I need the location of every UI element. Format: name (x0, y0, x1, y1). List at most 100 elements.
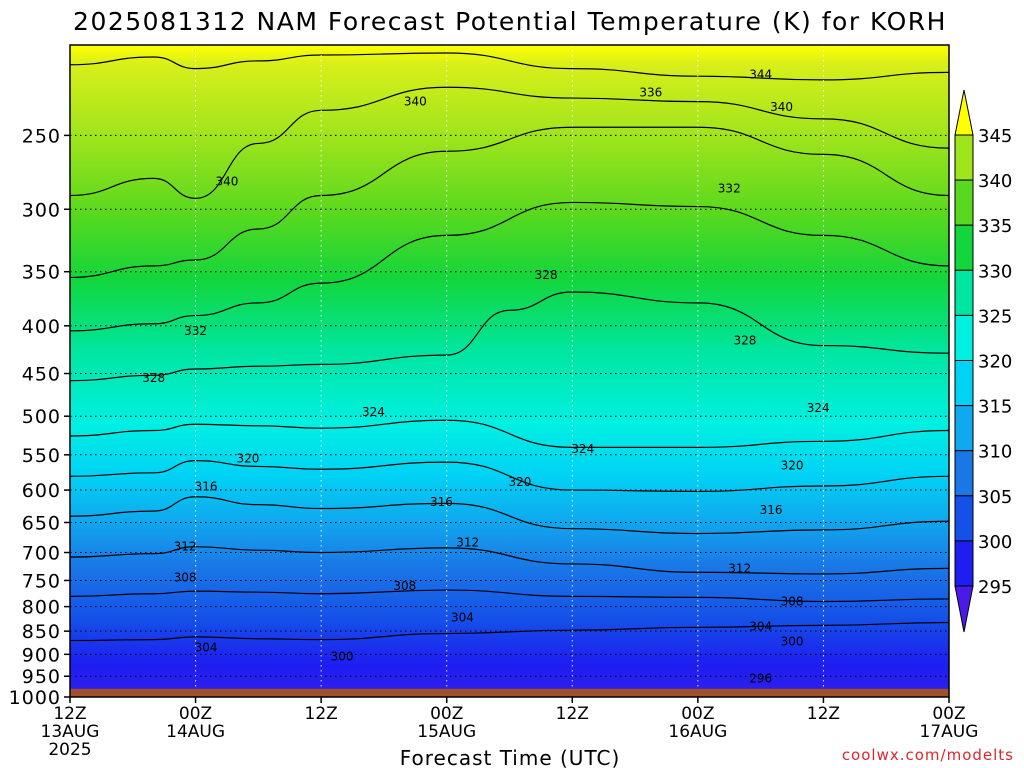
x-tick-label: 14AUG (166, 722, 225, 742)
contour-312 (70, 546, 949, 575)
contour-328 (70, 291, 949, 382)
contour-label: 328 (142, 371, 165, 385)
y-tick-label: 1000 (9, 687, 61, 709)
y-tick-label: 600 (22, 480, 61, 502)
contour-336 (70, 126, 949, 279)
colorbar-band (954, 405, 974, 452)
x-tick-label: 13AUG (41, 722, 100, 742)
y-tick-label: 900 (22, 644, 61, 666)
credit-text: coolwx.com/modelts (841, 746, 1014, 764)
contour-label: 324 (571, 442, 594, 456)
contour-label: 340 (770, 100, 793, 114)
contour-label: 332 (718, 181, 741, 195)
ground-surface (70, 688, 949, 697)
contour-label: 300 (331, 650, 354, 664)
contour-label: 320 (781, 459, 804, 473)
x-tick-label: 2025 (48, 740, 91, 760)
contour-label: 300 (781, 635, 804, 649)
colorbar-label: 315 (978, 397, 1012, 418)
y-tick-label: 850 (22, 621, 61, 643)
contour-label: 304 (451, 611, 474, 625)
y-tick-label: 300 (22, 199, 61, 221)
colorbar-band (954, 360, 974, 407)
colorbar-band (954, 450, 974, 497)
x-tick-label: 00Z (681, 704, 714, 724)
y-tick-label: 400 (22, 316, 61, 338)
colorbar-band (954, 224, 974, 271)
contour-label: 320 (509, 475, 532, 489)
y-tick-label: 450 (22, 364, 61, 386)
contour-label: 328 (535, 268, 558, 282)
contour-label: 340 (404, 95, 427, 109)
x-tick-label: 15AUG (417, 722, 476, 742)
colorbar-band (954, 540, 974, 587)
colorbar-label: 335 (978, 216, 1012, 237)
contour-label: 316 (430, 495, 453, 509)
y-tick-label: 700 (22, 543, 61, 565)
colorbar-band (954, 134, 974, 181)
y-tick-label: 650 (22, 512, 61, 534)
y-tick-label: 250 (22, 125, 61, 147)
y-tick-label: 750 (22, 570, 61, 592)
contour-label: 304 (195, 641, 218, 655)
x-tick-label: 12Z (807, 704, 840, 724)
contour-label: 324 (807, 401, 830, 415)
contour-label: 328 (733, 334, 756, 348)
contour-label: 308 (393, 579, 416, 593)
colorbar-label: 310 (978, 442, 1012, 463)
colorbar-band (954, 495, 974, 542)
plot-area: 304 304 304 300 300 296 308 308 308 312 312 312 316 3… (69, 44, 950, 698)
colorbar-label: 340 (978, 171, 1012, 192)
contour-label: 296 (749, 671, 772, 685)
x-tick-label: 00Z (179, 704, 212, 724)
chart-title: 2025081312 NAM Forecast Potential Temper… (73, 7, 947, 36)
contour-label: 308 (174, 571, 197, 585)
colorbar-band (954, 179, 974, 226)
contour-label: 340 (216, 174, 239, 188)
x-tick-label: 16AUG (668, 722, 727, 742)
colorbar-label: 320 (978, 352, 1012, 373)
contour-labels: 304 304 304 300 300 296 308 308 308 312 312 312 316 3… (142, 67, 829, 685)
colorbar-band (954, 269, 974, 316)
colorbar-label: 295 (978, 577, 1012, 598)
contour-label: 316 (760, 503, 783, 517)
contour-label: 312 (728, 561, 751, 575)
y-tick-label: 550 (22, 445, 61, 467)
colorbar-label: 305 (978, 487, 1012, 508)
contour-316 (70, 496, 949, 535)
y-tick-label: 500 (22, 406, 61, 428)
colorbar-label: 330 (978, 261, 1012, 282)
x-tick-label: 00Z (430, 704, 463, 724)
y-tick-label: 350 (22, 262, 61, 284)
colorbar-extend-top (954, 89, 974, 136)
x-tick-label: 00Z (932, 704, 965, 724)
y-tick-label: 950 (22, 666, 61, 688)
grid-lines (70, 45, 949, 697)
colorbar-band (954, 314, 974, 361)
colorbar-label: 300 (978, 532, 1012, 553)
y-tick-label: 800 (22, 597, 61, 619)
contour-label: 324 (362, 405, 385, 419)
x-tick-label: 12Z (556, 704, 589, 724)
contour-320 (70, 460, 949, 493)
plot-border (69, 44, 950, 698)
contour-344 (70, 52, 949, 81)
contour-label: 312 (456, 536, 479, 550)
colorbar-label: 345 (978, 126, 1012, 147)
contour-label: 344 (749, 67, 772, 81)
temperature-field (70, 45, 949, 697)
contour-label: 320 (236, 451, 259, 465)
x-tick-label: 12Z (305, 704, 338, 724)
colorbar: 345 340 335 330 325 320 315 310 305 300 295 (954, 89, 1012, 633)
x-axis-label: Forecast Time (UTC) (400, 746, 621, 768)
contour-label: 308 (781, 595, 804, 609)
contour-label: 316 (195, 480, 218, 494)
contour-304 (70, 621, 949, 642)
colorbar-extend-bottom (954, 585, 974, 633)
x-tick-label: 12Z (53, 704, 86, 724)
x-tick-label: 17AUG (920, 722, 979, 742)
contour-label: 304 (749, 619, 772, 633)
contour-label: 312 (174, 540, 197, 554)
